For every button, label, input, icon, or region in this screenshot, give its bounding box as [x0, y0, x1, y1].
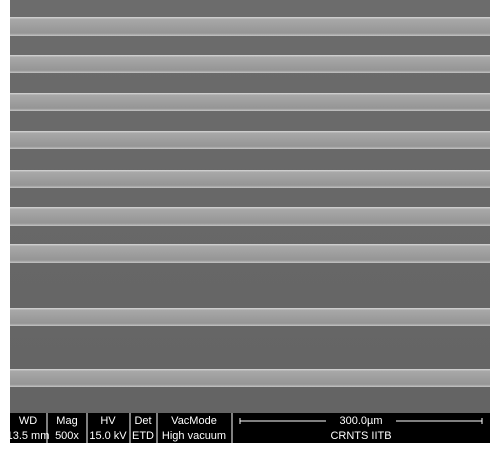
stripe	[10, 17, 490, 36]
stripe	[10, 55, 490, 73]
stripe	[10, 369, 490, 387]
header: WD	[19, 415, 37, 427]
value: 15.0 kV	[89, 430, 127, 442]
value: 500x	[55, 430, 79, 442]
institution: CRNTS IITB	[330, 430, 391, 442]
scale-label: 300.0µm	[339, 415, 382, 427]
value: High vacuum	[162, 430, 226, 442]
info-bar-bg	[10, 413, 490, 443]
stripe	[10, 93, 490, 111]
stripe	[10, 170, 490, 188]
header: VacMode	[171, 415, 217, 427]
stripe	[10, 131, 490, 149]
info-bar: WD Mag HV Det VacMode 13.5 mm 500x 15.0 …	[7, 413, 490, 443]
stripe	[10, 308, 490, 326]
stripe	[10, 244, 490, 263]
stripes	[10, 17, 490, 387]
header: Mag	[56, 415, 77, 427]
header: HV	[100, 415, 116, 427]
stripe	[10, 207, 490, 226]
header: Det	[134, 415, 151, 427]
value: ETD	[132, 430, 154, 442]
value: 13.5 mm	[7, 430, 50, 442]
